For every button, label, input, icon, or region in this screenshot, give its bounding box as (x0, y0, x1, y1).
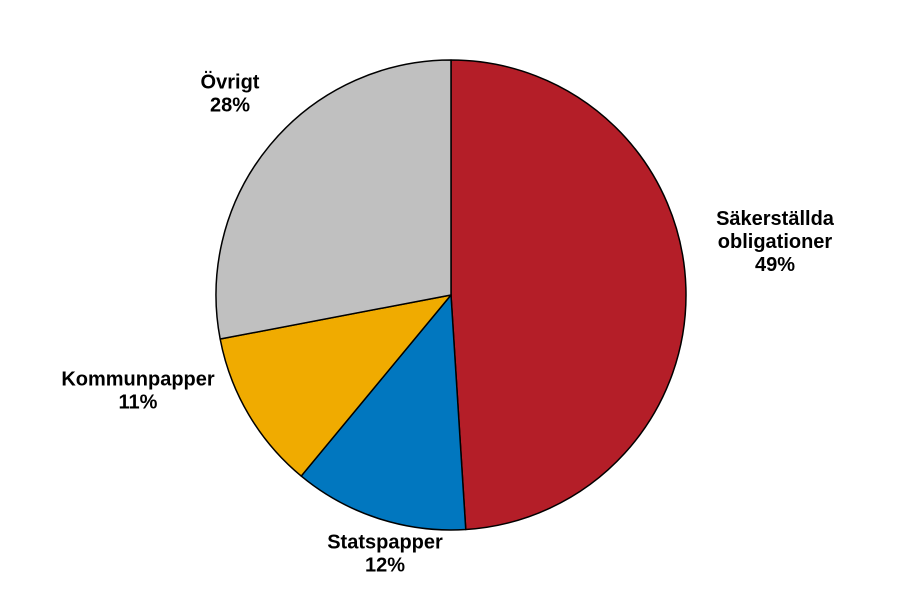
slice-label: Säkerställdaobligationer49% (716, 208, 835, 276)
pie-slice (216, 60, 451, 339)
svg-text:Säkerställdaobligationer49%: Säkerställdaobligationer49% (716, 208, 835, 276)
svg-text:Kommunpapper11%: Kommunpapper11% (61, 369, 215, 414)
svg-text:Statspapper12%: Statspapper12% (327, 532, 443, 577)
svg-text:Övrigt28%: Övrigt28% (201, 71, 260, 117)
slice-label: Övrigt28% (201, 71, 260, 117)
slice-label: Statspapper12% (327, 532, 443, 577)
pie-slice (451, 60, 686, 530)
pie-chart: Säkerställdaobligationer49% Statspapper12… (0, 0, 903, 590)
slice-label: Kommunpapper11% (61, 369, 215, 414)
